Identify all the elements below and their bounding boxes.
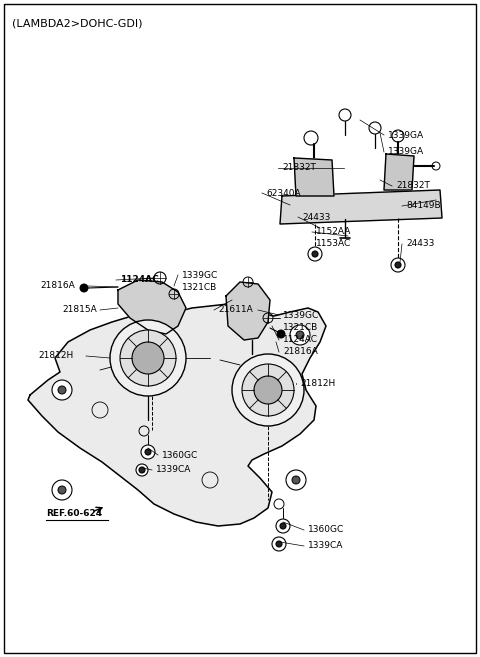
Circle shape: [280, 523, 286, 529]
Circle shape: [132, 342, 164, 374]
Circle shape: [276, 519, 290, 533]
Text: 1339CA: 1339CA: [156, 466, 192, 474]
Text: 21812H: 21812H: [300, 378, 335, 388]
Text: REF.60-624: REF.60-624: [46, 509, 102, 518]
Text: 1321CB: 1321CB: [283, 323, 318, 332]
Text: 84149B: 84149B: [406, 202, 441, 210]
Circle shape: [292, 476, 300, 484]
Circle shape: [286, 470, 306, 490]
Circle shape: [110, 320, 186, 396]
Circle shape: [58, 486, 66, 494]
Text: 1124AC: 1124AC: [120, 275, 159, 284]
Text: 1360GC: 1360GC: [162, 451, 198, 459]
Circle shape: [80, 284, 88, 292]
Circle shape: [145, 449, 151, 455]
Text: 24433: 24433: [406, 240, 434, 248]
Circle shape: [308, 247, 322, 261]
Text: 1321CB: 1321CB: [182, 283, 217, 292]
Text: 1339GA: 1339GA: [388, 148, 424, 156]
Text: 62340A: 62340A: [266, 189, 300, 198]
Circle shape: [141, 445, 155, 459]
Polygon shape: [294, 158, 334, 196]
Circle shape: [136, 464, 148, 476]
Circle shape: [391, 258, 405, 272]
Text: 21815A: 21815A: [62, 306, 97, 315]
Circle shape: [58, 386, 66, 394]
Text: 21816A: 21816A: [40, 281, 75, 290]
Polygon shape: [384, 154, 414, 190]
Circle shape: [139, 467, 145, 473]
Circle shape: [312, 251, 318, 257]
Polygon shape: [280, 190, 442, 224]
Text: 1153AC: 1153AC: [316, 240, 351, 248]
Text: 1360GC: 1360GC: [308, 526, 344, 535]
Polygon shape: [28, 304, 326, 526]
Text: 21611A: 21611A: [218, 306, 253, 315]
Text: 21832T: 21832T: [282, 164, 316, 173]
Circle shape: [120, 330, 176, 386]
Text: 1339GC: 1339GC: [283, 311, 319, 319]
Circle shape: [277, 330, 285, 338]
Text: 21812H: 21812H: [38, 351, 73, 361]
Circle shape: [395, 262, 401, 268]
Circle shape: [296, 331, 304, 339]
Text: 1339GA: 1339GA: [388, 131, 424, 139]
Polygon shape: [226, 282, 270, 340]
Text: (LAMBDA2>DOHC-GDI): (LAMBDA2>DOHC-GDI): [12, 18, 143, 28]
Text: 24433: 24433: [302, 212, 330, 221]
Text: 1124AC: 1124AC: [283, 336, 318, 344]
Circle shape: [52, 480, 72, 500]
Circle shape: [52, 380, 72, 400]
Circle shape: [254, 376, 282, 404]
Text: 1339GC: 1339GC: [182, 271, 218, 279]
Circle shape: [276, 541, 282, 547]
Text: 1152AA: 1152AA: [316, 227, 351, 237]
Text: 21832T: 21832T: [396, 181, 430, 191]
Text: 1339CA: 1339CA: [308, 541, 343, 551]
Circle shape: [290, 325, 310, 345]
Circle shape: [272, 537, 286, 551]
Polygon shape: [118, 280, 186, 334]
Circle shape: [242, 364, 294, 416]
Circle shape: [232, 354, 304, 426]
Text: 21816A: 21816A: [283, 348, 318, 357]
